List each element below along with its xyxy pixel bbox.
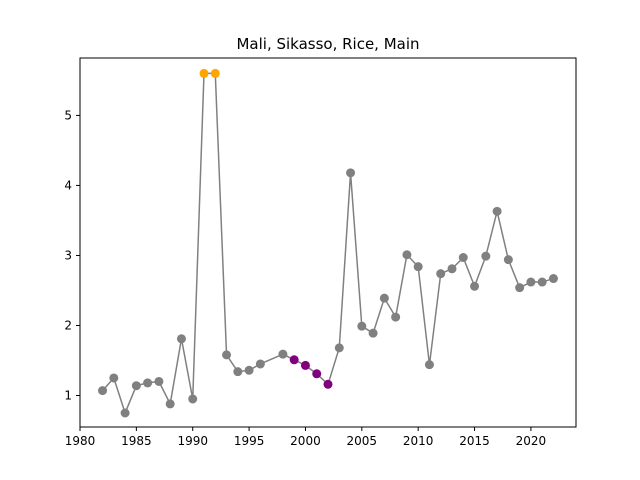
data-point (424, 360, 434, 370)
y-tick-label: 1 (64, 388, 72, 402)
x-tick-label: 2015 (459, 434, 490, 448)
data-point (368, 328, 378, 338)
plot-frame (79, 57, 577, 428)
data-point (109, 373, 119, 383)
data-point (289, 355, 299, 365)
x-tick-label: 1995 (234, 434, 265, 448)
data-point (312, 369, 322, 379)
data-point (255, 359, 265, 369)
data-point (199, 68, 209, 78)
data-point (447, 264, 457, 274)
data-point (526, 277, 536, 287)
data-point (470, 281, 480, 291)
data-point (481, 251, 491, 261)
data-point (222, 350, 232, 360)
data-point (436, 269, 446, 279)
data-point (346, 168, 356, 178)
chart-title: Mali, Sikasso, Rice, Main (236, 35, 419, 53)
x-tick-label: 1985 (121, 434, 152, 448)
y-tick-label: 5 (64, 108, 72, 122)
data-point (233, 367, 243, 377)
data-point (120, 408, 130, 418)
data-point (165, 399, 175, 409)
x-tick-label: 2005 (347, 434, 378, 448)
data-point (413, 262, 423, 272)
data-point (537, 277, 547, 287)
data-point (548, 274, 558, 284)
y-axis: 1 2 3 4 5 (64, 108, 80, 402)
y-tick-label: 4 (64, 178, 72, 192)
data-point (492, 206, 502, 216)
data-point (210, 68, 220, 78)
data-point (503, 255, 513, 265)
data-point (334, 343, 344, 353)
data-point (379, 293, 389, 303)
data-point (357, 321, 367, 331)
data-points (98, 68, 558, 418)
x-tick-label: 2010 (403, 434, 434, 448)
y-tick-label: 3 (64, 248, 72, 262)
data-point (391, 312, 401, 322)
x-axis: 1980 1985 1990 1995 2000 2005 2010 2015 2020 (65, 427, 546, 448)
data-point (131, 381, 141, 391)
x-tick-label: 1990 (177, 434, 208, 448)
data-point (154, 376, 164, 386)
data-point (188, 394, 198, 404)
data-point (402, 250, 412, 260)
series-line (101, 72, 554, 416)
data-point (323, 379, 333, 389)
data-point (98, 386, 108, 396)
data-point (176, 334, 186, 344)
data-point (300, 360, 310, 370)
x-tick-label: 1980 (65, 434, 96, 448)
data-point (515, 283, 525, 293)
data-point (458, 253, 468, 263)
y-tick-label: 2 (64, 318, 72, 332)
x-tick-label: 2000 (290, 434, 321, 448)
x-tick-label: 2020 (516, 434, 547, 448)
data-point (244, 365, 254, 375)
data-point (278, 349, 288, 359)
data-point (143, 378, 153, 388)
